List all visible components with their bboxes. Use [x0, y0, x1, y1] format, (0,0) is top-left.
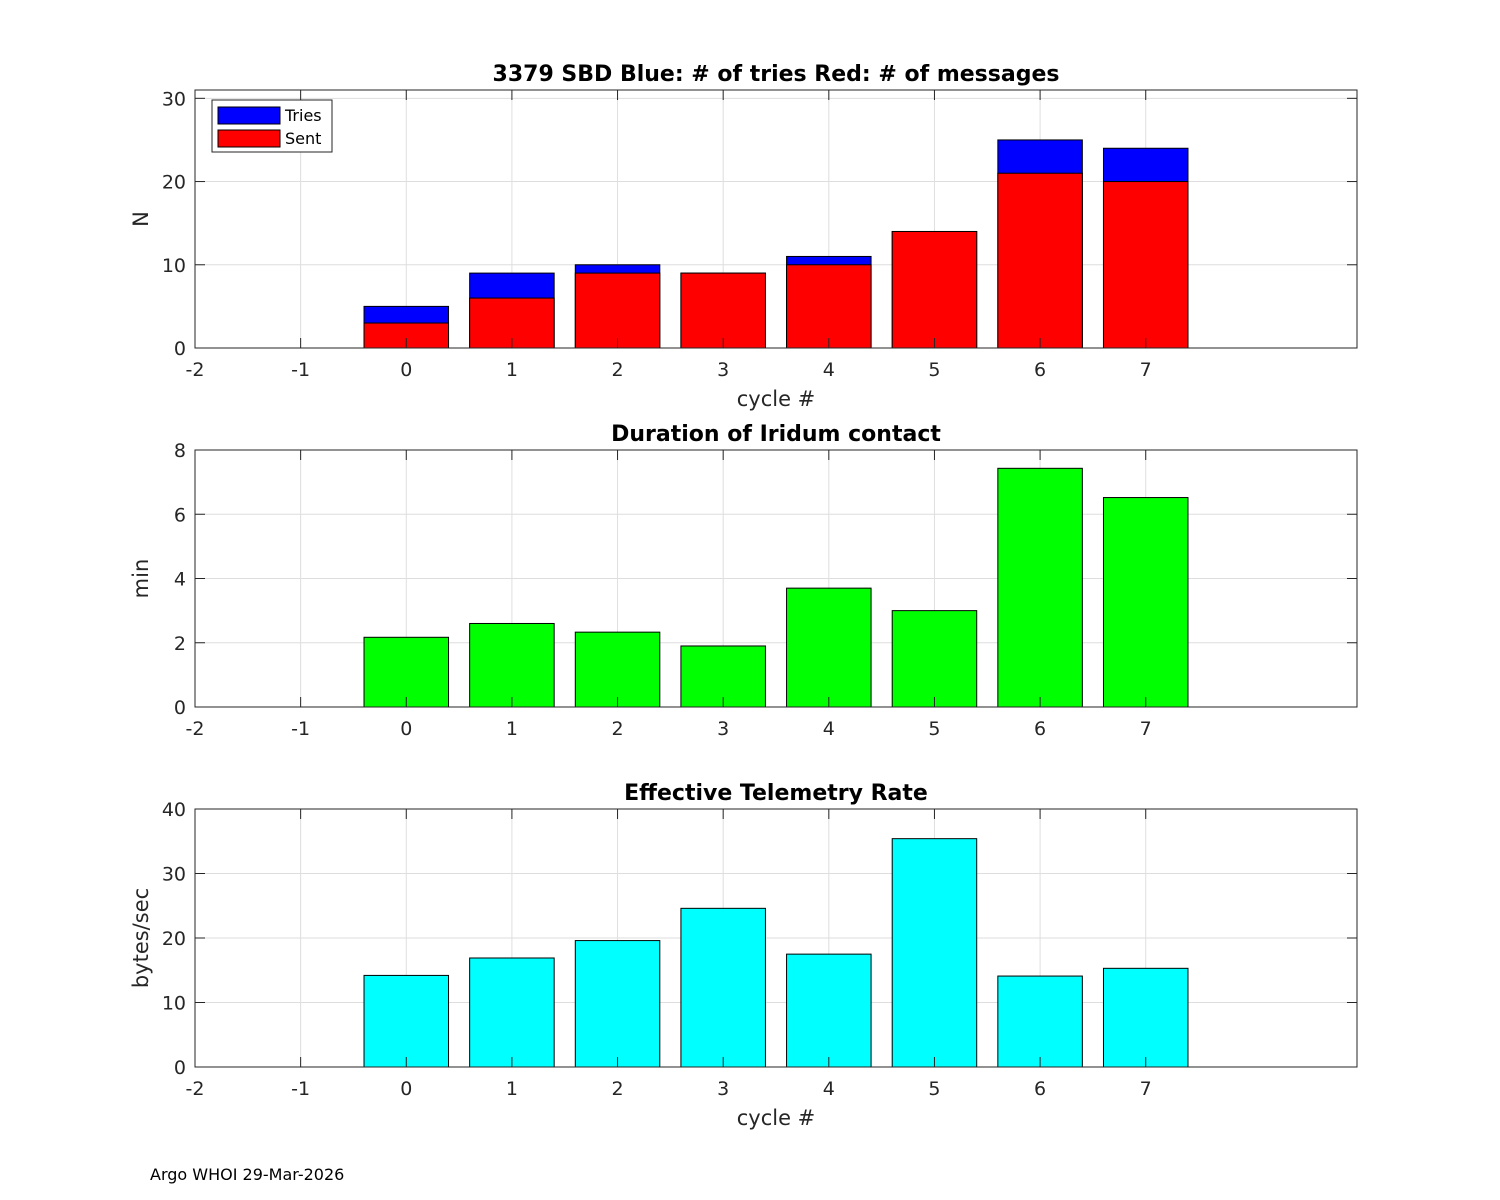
x-tick-label: 1	[506, 718, 518, 740]
x-axis-label: cycle #	[737, 1106, 816, 1130]
x-tick-label: 4	[823, 1078, 835, 1100]
x-tick-label: -1	[291, 1078, 310, 1100]
y-tick-label: 4	[174, 569, 186, 591]
y-axis-label: N	[129, 211, 153, 227]
x-tick-label: 5	[928, 1078, 940, 1100]
legend-label-sent: Sent	[285, 129, 321, 148]
x-axis-label: cycle #	[737, 387, 816, 411]
bar-cycle-0	[363, 974, 450, 1068]
bar-sent-cycle-7	[1102, 181, 1189, 349]
x-tick-label: 2	[611, 718, 623, 740]
legend-label-tries: Tries	[284, 106, 322, 125]
x-tick-label: -1	[291, 359, 310, 381]
chart-title: 3379 SBD Blue: # of tries Red: # of mess…	[493, 62, 1060, 87]
x-tick-label: 5	[928, 359, 940, 381]
bar-cycle-2	[574, 940, 661, 1068]
bar-cycle-4	[786, 587, 872, 708]
y-axis-label: bytes/sec	[129, 888, 153, 988]
chart-title: Effective Telemetry Rate	[624, 781, 928, 806]
x-tick-label: -2	[186, 718, 205, 740]
x-tick-label: 4	[823, 359, 835, 381]
bar-sent-cycle-1	[469, 297, 555, 349]
y-axis-label: min	[129, 559, 153, 599]
bar-cycle-6	[997, 467, 1083, 708]
y-tick-label: 20	[162, 172, 186, 194]
bar-cycle-1	[469, 957, 555, 1068]
bar-cycle-7	[1102, 967, 1189, 1068]
chart-telemetry-rate: -2 -1 0 1 2 3 4 5 6 7 0 10 20 30 40 Effective Telemetry…	[129, 781, 1358, 1130]
axes-box	[194, 89, 1358, 349]
bar-sent-cycle-3	[680, 272, 766, 349]
y-tick-label: 0	[174, 1057, 186, 1079]
chart-tries-messages: -2 -1 0 1 2 3 4 5 6 7 0 10 20 30 3379 SBD Blue: # of t…	[129, 62, 1358, 411]
bar-sent-cycle-6	[997, 172, 1083, 349]
bar-cycle-0	[363, 636, 450, 708]
x-tick-label: 2	[611, 1078, 623, 1100]
x-tick-label: 7	[1140, 359, 1152, 381]
y-tick-label: 2	[174, 633, 186, 655]
x-tick-label: 3	[717, 718, 729, 740]
x-tick-label: 6	[1034, 359, 1046, 381]
x-tick-label: 3	[717, 1078, 729, 1100]
bar-sent-cycle-4	[786, 264, 872, 349]
bar-cycle-4	[786, 953, 872, 1068]
x-tick-label: 6	[1034, 1078, 1046, 1100]
x-tick-label: 5	[928, 718, 940, 740]
x-tick-label: 7	[1140, 1078, 1152, 1100]
y-tick-label: 10	[162, 255, 186, 277]
x-tick-label: 1	[506, 1078, 518, 1100]
footer-caption: Argo WHOI 29-Mar-2026	[150, 1165, 345, 1184]
y-tick-label: 0	[174, 697, 186, 719]
y-tick-label: 6	[174, 504, 186, 526]
x-tick-label: -1	[291, 718, 310, 740]
x-tick-label: 6	[1034, 718, 1046, 740]
bar-cycle-6	[997, 975, 1083, 1068]
bar-sent-cycle-5	[891, 230, 978, 349]
y-tick-label: 30	[162, 88, 186, 110]
bar-cycle-3	[680, 907, 766, 1068]
bar-cycle-1	[469, 622, 555, 708]
chart-iridium-duration: -2 -1 0 1 2 3 4 5 6 7 0 2 4 6 8 Duration of Iridum cont…	[129, 422, 1358, 740]
bar-cycle-7	[1102, 497, 1189, 708]
y-tick-label: 20	[162, 928, 186, 950]
y-tick-label: 40	[162, 799, 186, 821]
bar-cycle-5	[891, 610, 978, 708]
chart-title: Duration of Iridum contact	[611, 422, 941, 447]
x-tick-label: 7	[1140, 718, 1152, 740]
x-tick-label: 1	[506, 359, 518, 381]
bar-cycle-3	[680, 645, 766, 708]
bar-sent-cycle-2	[574, 272, 661, 349]
y-tick-label: 8	[174, 440, 186, 462]
legend-swatch-tries	[217, 106, 281, 125]
legend-swatch-sent	[217, 129, 281, 148]
x-tick-label: 0	[400, 359, 412, 381]
y-tick-label: 30	[162, 864, 186, 886]
x-tick-label: -2	[186, 1078, 205, 1100]
y-tick-label: 0	[174, 338, 186, 360]
y-tick-label: 10	[162, 993, 186, 1015]
bar-cycle-5	[891, 838, 978, 1068]
x-tick-label: 2	[611, 359, 623, 381]
x-tick-label: 0	[400, 718, 412, 740]
x-tick-label: -2	[186, 359, 205, 381]
x-tick-label: 0	[400, 1078, 412, 1100]
x-tick-label: 4	[823, 718, 835, 740]
x-tick-label: 3	[717, 359, 729, 381]
bar-cycle-2	[574, 631, 661, 708]
